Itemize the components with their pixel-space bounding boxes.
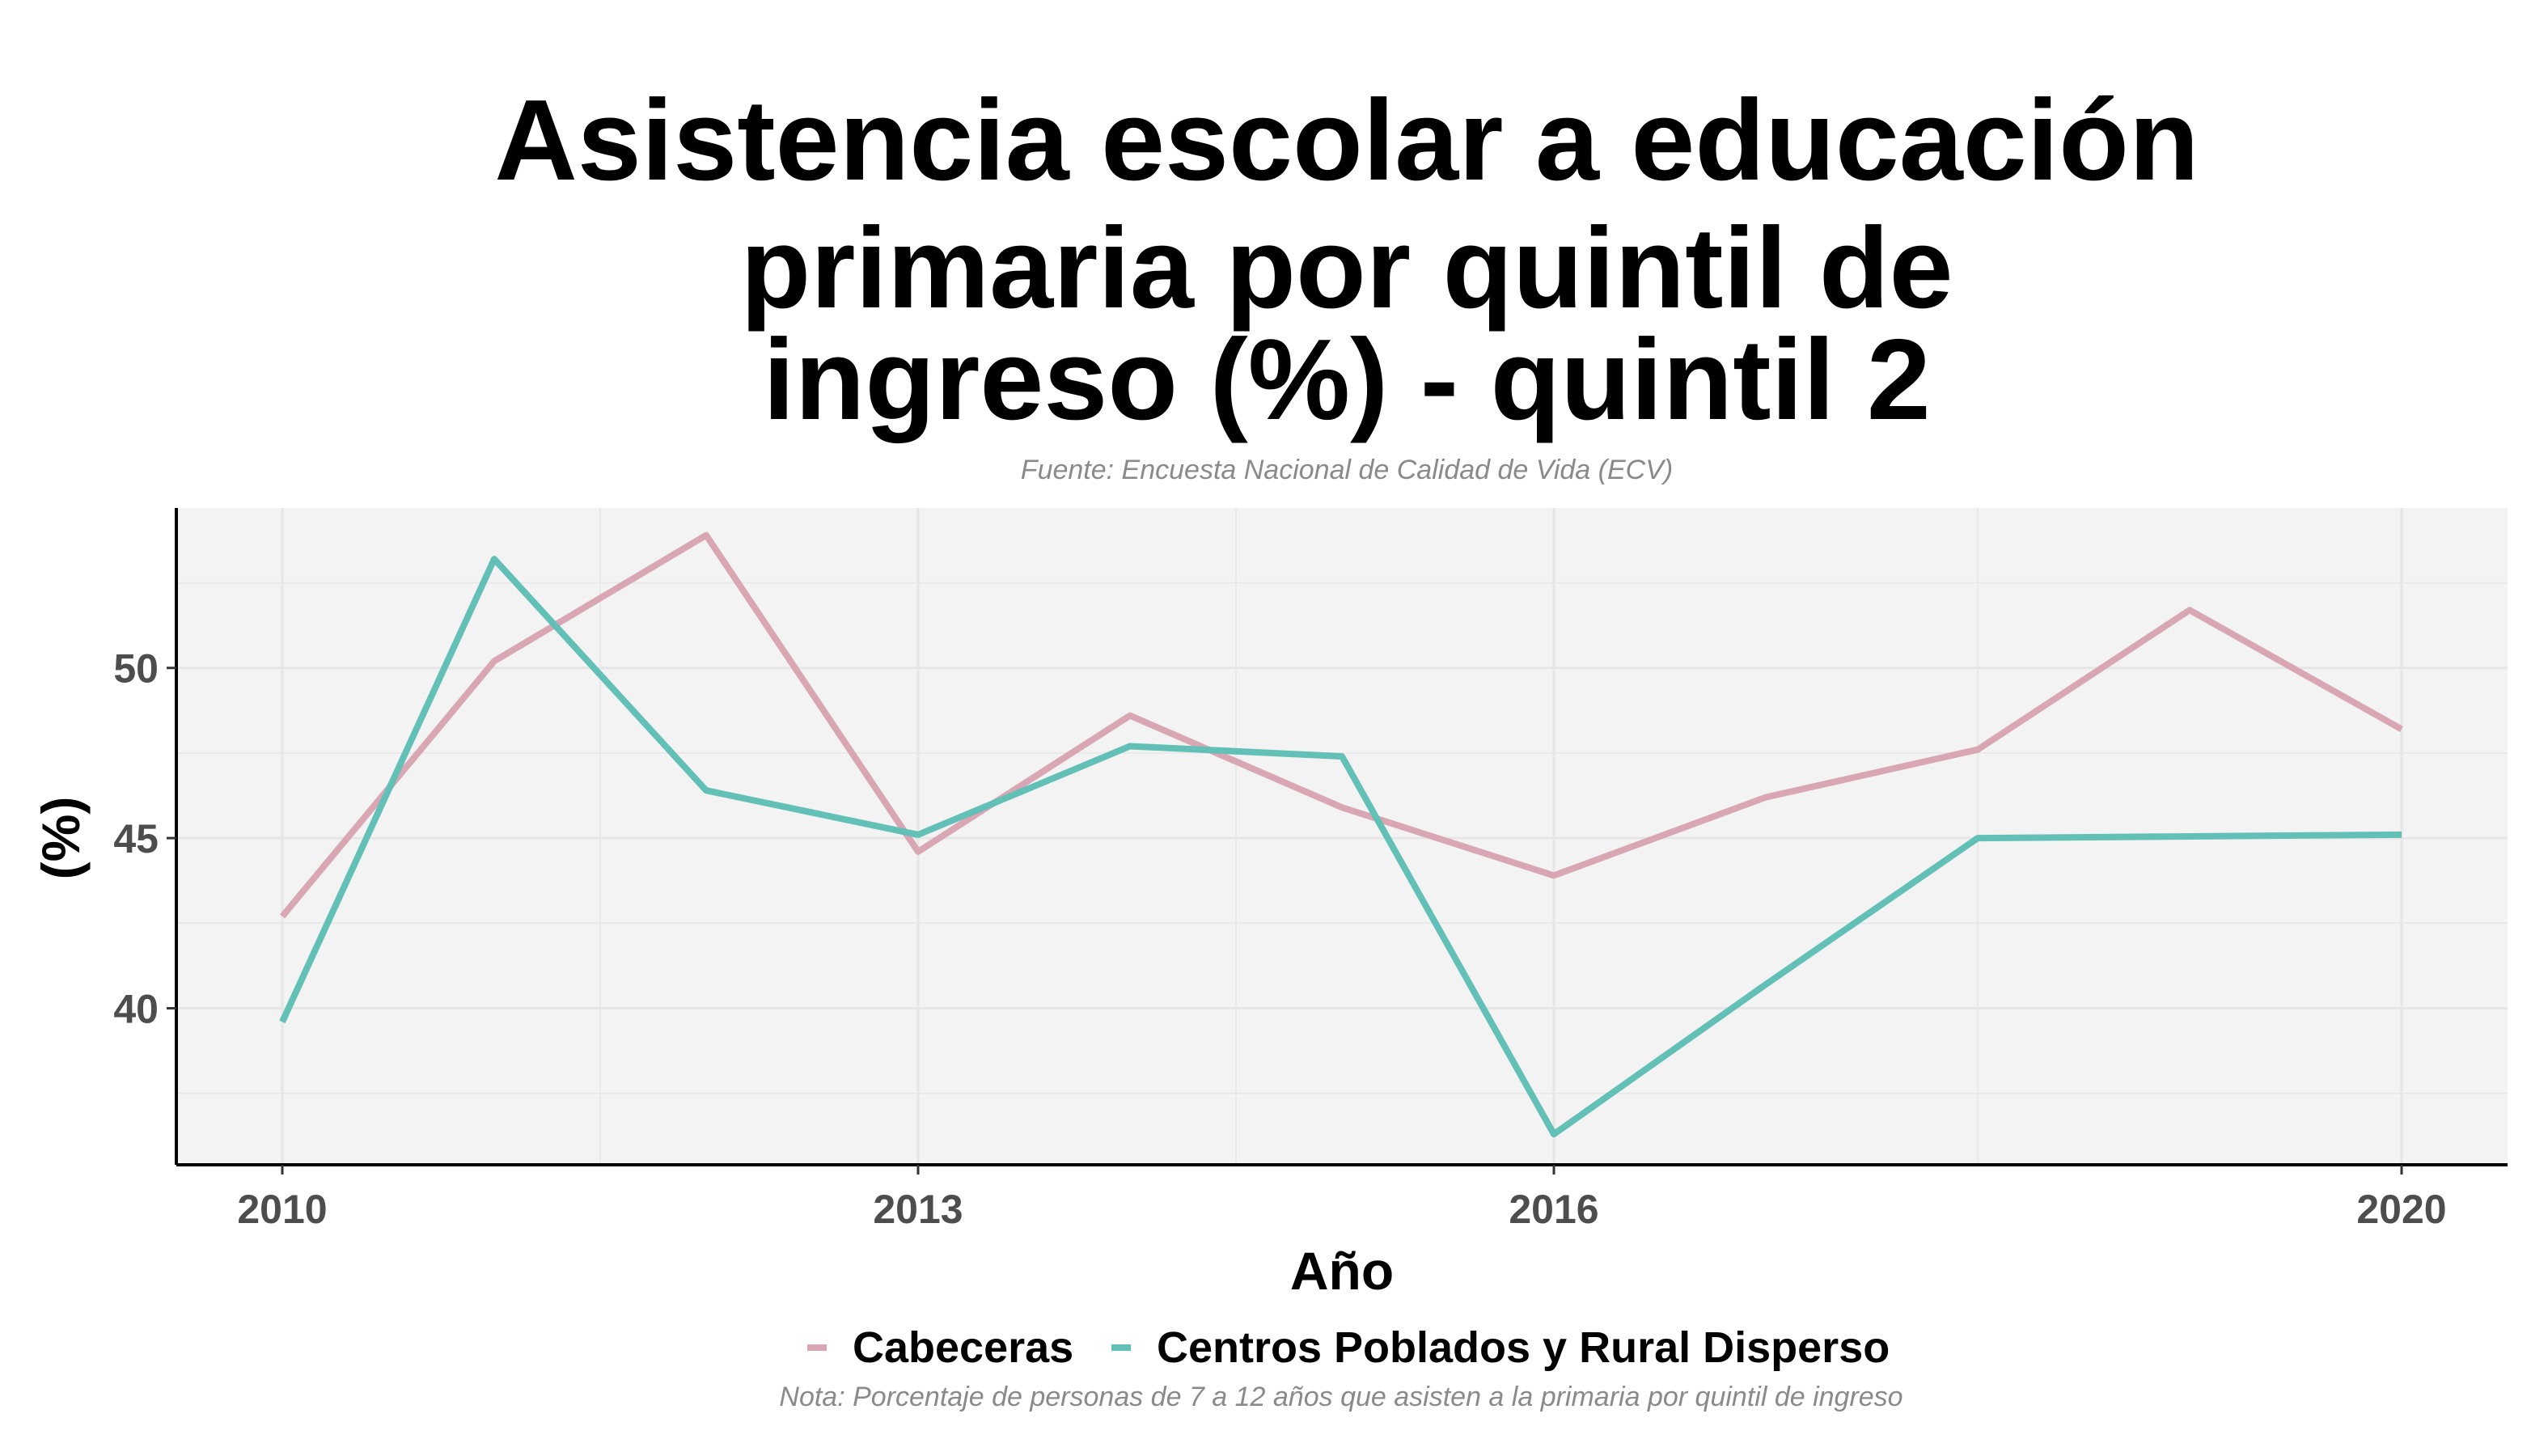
- chart-title-line-3: ingreso (%) - quintil 2: [763, 315, 1931, 444]
- series-line-0: [279, 531, 2403, 919]
- y-tick-label: 45: [113, 816, 159, 861]
- x-tick-label: 2016: [1509, 1187, 1598, 1232]
- series-line-1: [279, 556, 2402, 1138]
- chart-title-line-1: Asistencia escolar a educación: [494, 76, 2199, 205]
- x-tick-label: 2020: [2356, 1187, 2446, 1232]
- x-tick-label: 2013: [873, 1187, 963, 1232]
- chart-title-line-2: primaria por quintil de: [740, 204, 1953, 332]
- y-tick-label: 50: [113, 646, 159, 692]
- x-tick-label: 2010: [237, 1187, 327, 1232]
- y-tick-label: 40: [113, 986, 159, 1031]
- series-lines: [279, 531, 2403, 1138]
- chart-title: Asistencia escolar a educación primaria …: [494, 76, 2199, 444]
- legend-label-cabeceras: Cabeceras: [853, 1323, 1073, 1372]
- legend: Cabeceras Centros Poblados y Rural Dispe…: [807, 1323, 1890, 1372]
- legend-label-centros-poblados: Centros Poblados y Rural Disperso: [1157, 1323, 1890, 1372]
- x-axis-title: Año: [1290, 1241, 1394, 1301]
- chart-subtitle: Fuente: Encuesta Nacional de Calidad de …: [1021, 455, 1673, 485]
- axis-ticks: 2010 2013 2016 2020 40 45 50: [113, 646, 2446, 1232]
- chart-caption: Nota: Porcentaje de personas de 7 a 12 a…: [779, 1382, 1903, 1412]
- y-axis-title: (%): [31, 797, 91, 880]
